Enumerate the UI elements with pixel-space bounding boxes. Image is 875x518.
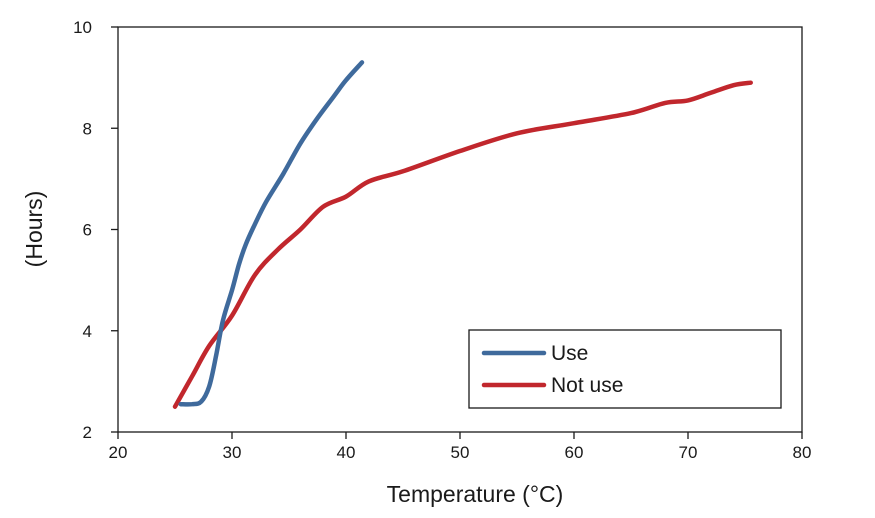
x-tick-label: 30 — [223, 443, 242, 462]
legend-label-not-use: Not use — [551, 374, 623, 397]
y-tick-label: 2 — [83, 423, 92, 442]
x-tick-label: 80 — [793, 443, 812, 462]
x-axis-title: Temperature (°C) — [387, 481, 564, 507]
x-tick-label: 70 — [679, 443, 698, 462]
legend-label-use: Use — [551, 342, 588, 365]
x-tick-label: 20 — [109, 443, 128, 462]
x-axis-ticks: 20 30 40 50 60 70 80 — [109, 432, 812, 462]
series-lines — [172, 60, 753, 409]
x-tick-label: 50 — [451, 443, 470, 462]
y-tick-label: 8 — [83, 119, 92, 138]
y-axis-title: (Hours) — [21, 191, 47, 268]
legend: Use Not use — [468, 329, 782, 409]
y-axis-ticks: 2 4 6 8 10 — [73, 18, 118, 442]
series-line-not-use — [172, 80, 753, 409]
series-line-use — [178, 60, 365, 407]
y-tick-label: 4 — [83, 322, 92, 341]
legend-box — [468, 329, 782, 409]
x-tick-label: 40 — [337, 443, 356, 462]
x-tick-label: 60 — [565, 443, 584, 462]
y-tick-label: 10 — [73, 18, 92, 37]
y-tick-label: 6 — [83, 221, 92, 240]
plot-area-frame — [117, 26, 803, 433]
